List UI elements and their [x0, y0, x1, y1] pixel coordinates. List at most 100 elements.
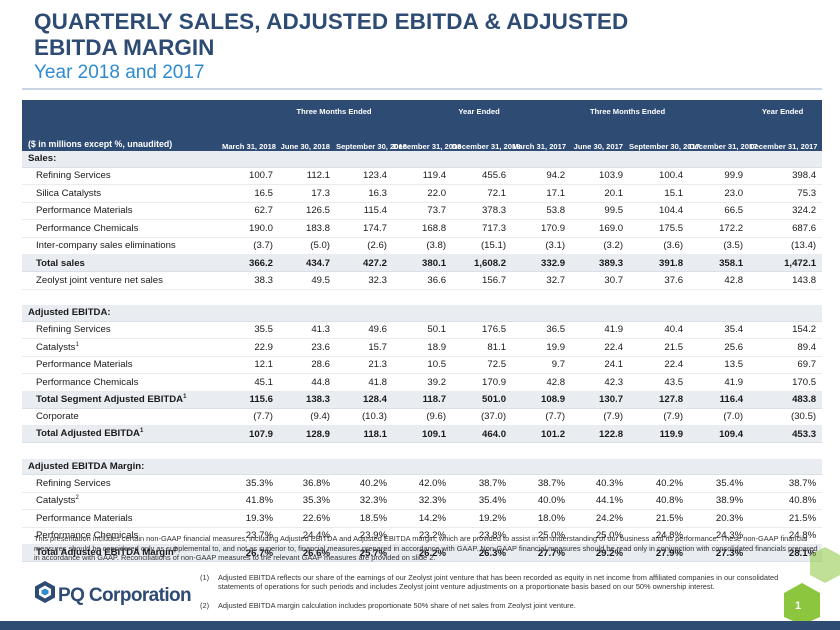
table-cell: 115.6 — [222, 391, 279, 409]
row-label-text: Performance Chemicals — [36, 376, 139, 388]
table-cell: 42.3 — [571, 373, 630, 392]
table-cell: 42.8 — [512, 373, 572, 392]
table-cell: 22.6% — [279, 509, 336, 528]
table-cell: 24.2% — [571, 509, 630, 528]
table-cell: 128.4 — [336, 391, 393, 409]
table-cell: 483.8 — [749, 391, 823, 409]
table-cell: 25.0% — [512, 527, 572, 545]
table-row: Total Segment Adjusted EBITDA1 115.6 138.3… — [22, 391, 823, 409]
row-label: Performance Materials — [22, 202, 222, 220]
footnote-marker: 2 — [173, 547, 178, 554]
table-cell: 717.3 — [452, 219, 513, 238]
table-cell: 168.8 — [393, 219, 453, 238]
table-cell: 89.4 — [749, 338, 823, 357]
table-cell: 143.8 — [749, 271, 823, 290]
table-cell: 35.3% — [222, 474, 279, 493]
table-cell: 32.3% — [336, 492, 393, 510]
table-cell: 20.3% — [689, 509, 750, 528]
table-cell: 1,608.2 — [452, 254, 513, 272]
table-cell: 72.1 — [452, 184, 513, 203]
table-cell: 138.3 — [279, 391, 336, 409]
footnote-2: (2) Adjusted EBITDA margin calculation in… — [200, 601, 800, 610]
table-cell: 378.3 — [452, 202, 513, 220]
column-header: December 31, 2018 — [393, 123, 461, 151]
table-cell: 38.7% — [749, 474, 823, 493]
table-cell: 81.1 — [452, 338, 513, 357]
table-row: Performance Chemicals 190.0 183.8 174.7 168.… — [22, 219, 823, 238]
table-cell: 18.9 — [393, 338, 453, 357]
table-cell: 27.7% — [512, 544, 572, 562]
column-header: March 31, 2017 — [512, 123, 572, 151]
table-cell: 38.7% — [452, 474, 513, 493]
table-cell: 45.1 — [222, 373, 279, 392]
row-label-text: Refining Services — [36, 324, 111, 336]
section-header-label: Adjusted EBITDA Margin: — [22, 458, 823, 475]
table-cell: 23.9% — [336, 527, 393, 545]
table-cell: 100.4 — [629, 167, 690, 185]
table-row: Refining Services 35.5 41.3 49.6 50.1 176.5 36… — [22, 321, 823, 339]
table-cell: 40.2% — [336, 474, 393, 493]
table-cell: 22.0 — [393, 184, 453, 203]
table-row: Total Adjusted EBITDA Margin2 26.7% 26.6% 2… — [22, 544, 823, 562]
footnote-1: (1) Adjusted EBITDA reflects our share of… — [200, 573, 800, 591]
table-cell: 103.9 — [571, 167, 630, 185]
table-cell: 24.3% — [689, 527, 750, 545]
row-label: Catalysts2 — [22, 492, 222, 510]
table-cell: (3.1) — [512, 237, 572, 255]
row-label: Refining Services — [22, 167, 222, 185]
table-row: Total sales 366.2 434.7 427.2 380.1 1,608.2 33… — [22, 254, 823, 272]
company-logo-text: PQ Corporation — [58, 585, 192, 606]
table-row: Refining Services 35.3% 36.8% 40.2% 42.0% 38.… — [22, 474, 823, 493]
table-cell: 40.8% — [629, 492, 690, 510]
table-row: Performance Materials 19.3% 22.6% 18.5% 14.2… — [22, 509, 823, 528]
table-row: Zeolyst joint venture net sales 38.3 49.5 3… — [22, 271, 823, 290]
table-cell: 398.4 — [749, 167, 823, 185]
table-cell: 41.9 — [571, 321, 630, 339]
table-cell: 32.3% — [393, 492, 453, 510]
table-cell: 25.7% — [336, 544, 393, 562]
table-cell: 28.1% — [749, 544, 823, 562]
sales-section-header: Sales: — [22, 151, 823, 168]
table-row: Catalysts2 41.8% 35.3% 32.3% 32.3% 35.4% 40.0%… — [22, 492, 823, 510]
table-cell: 26.7% — [222, 544, 279, 562]
table-cell: 41.9 — [689, 373, 750, 392]
row-label: Total Segment Adjusted EBITDA1 — [22, 391, 222, 409]
section-header-label: Adjusted EBITDA: — [22, 305, 823, 322]
table-cell: 172.2 — [689, 219, 750, 238]
table-cell: 24.8% — [629, 527, 690, 545]
table-cell: 122.8 — [571, 425, 630, 443]
table-cell: 26.2% — [393, 544, 453, 562]
table-cell: 427.2 — [336, 254, 393, 272]
table-cell: 107.9 — [222, 425, 279, 443]
financial-table: Three Months Ended Year Ended Three Mont… — [22, 100, 823, 562]
row-label-text: Total Segment Adjusted EBITDA — [36, 394, 184, 406]
table-cell: 43.5 — [629, 373, 690, 392]
table-cell: 35.4% — [452, 492, 513, 510]
column-header: September 30, 2018 — [336, 123, 407, 151]
table-cell: 94.2 — [512, 167, 572, 185]
row-label-text: Total Adjusted EBITDA — [36, 428, 140, 440]
table-cell: 30.7 — [571, 271, 630, 290]
table-cell: 69.7 — [749, 356, 823, 374]
table-cell: 391.8 — [629, 254, 690, 272]
row-label: Corporate — [22, 408, 222, 426]
table-cell: 18.0% — [512, 509, 572, 528]
table-cell: 49.6 — [336, 321, 393, 339]
table-cell: 25.0% — [571, 527, 630, 545]
row-label-text: Performance Chemicals — [36, 530, 139, 542]
table-cell: 15.7 — [336, 338, 393, 357]
row-label-text: Refining Services — [36, 477, 111, 489]
table-cell: 16.5 — [222, 184, 279, 203]
table-cell: 38.3 — [222, 271, 279, 290]
table-cell: 99.9 — [689, 167, 750, 185]
table-cell: 15.1 — [629, 184, 690, 203]
row-label-text: Refining Services — [36, 170, 111, 182]
table-cell: 366.2 — [222, 254, 279, 272]
table-cell: 18.5% — [336, 509, 393, 528]
title-divider — [22, 88, 822, 90]
table-cell: 109.4 — [689, 425, 750, 443]
table-cell: 21.5 — [629, 338, 690, 357]
table-cell: 40.0% — [512, 492, 572, 510]
table-cell: 66.5 — [689, 202, 750, 220]
table-cell: 28.6 — [279, 356, 336, 374]
